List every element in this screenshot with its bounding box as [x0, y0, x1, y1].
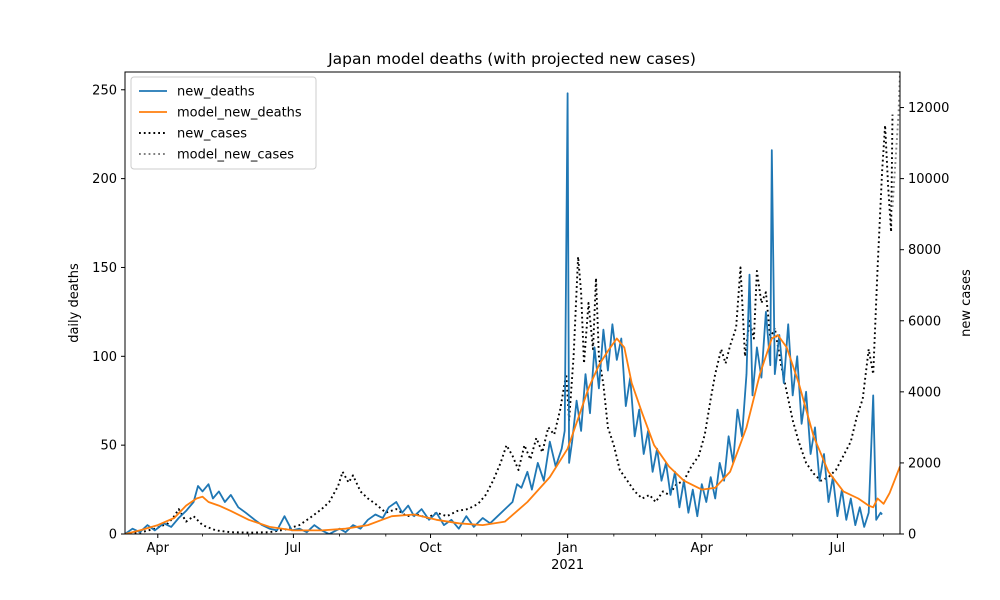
plot-frame	[124, 71, 901, 535]
x-tick-label: Apr	[691, 541, 714, 556]
x-tick-label: Apr	[147, 541, 170, 556]
legend-label-new-cases: new_cases	[177, 127, 247, 142]
series-new-cases	[125, 114, 894, 534]
series-model-new-deaths	[125, 334, 900, 534]
y-tick-label: 0	[109, 528, 117, 543]
x-tick-label: Jul	[285, 541, 302, 556]
chart-title: Japan model deaths (with projected new c…	[327, 50, 696, 68]
legend-label-model-new-deaths: model_new_deaths	[177, 106, 302, 121]
legend-label-new-deaths: new_deaths	[177, 85, 255, 100]
y-tick-label: 200	[92, 172, 117, 187]
y2-tick-label: 8000	[908, 243, 941, 258]
axes-layer: 0 50 100 150 200 250 0 2000 4000 6000 8000 10000 120…	[92, 83, 949, 573]
y-tick-label: 250	[92, 83, 117, 98]
y2-axis-label: new cases	[959, 269, 974, 337]
y2-tick-label: 0	[908, 528, 916, 543]
y2-tick-label: 2000	[908, 456, 941, 471]
y-axis-label: daily deaths	[67, 263, 82, 343]
y2-tick-label: 12000	[908, 101, 949, 116]
y2-tick-label: 10000	[908, 172, 949, 187]
y-tick-label: 50	[100, 439, 117, 454]
series-layer	[125, 72, 900, 534]
x-tick-label: Jul	[829, 541, 846, 556]
y-tick-label: 150	[92, 261, 117, 276]
legend-box	[130, 76, 317, 170]
y2-tick-label: 4000	[908, 385, 941, 400]
legend-label-model-new-cases: model_new_cases	[177, 148, 294, 163]
x-year-label: 2021	[551, 558, 584, 573]
y2-tick-label: 6000	[908, 314, 941, 329]
x-tick-label: Jan	[557, 541, 578, 556]
legend: new_deaths model_new_deaths new_casesmodel…	[130, 76, 317, 170]
y-tick-label: 100	[92, 350, 117, 365]
x-tick-label: Oct	[419, 541, 441, 556]
